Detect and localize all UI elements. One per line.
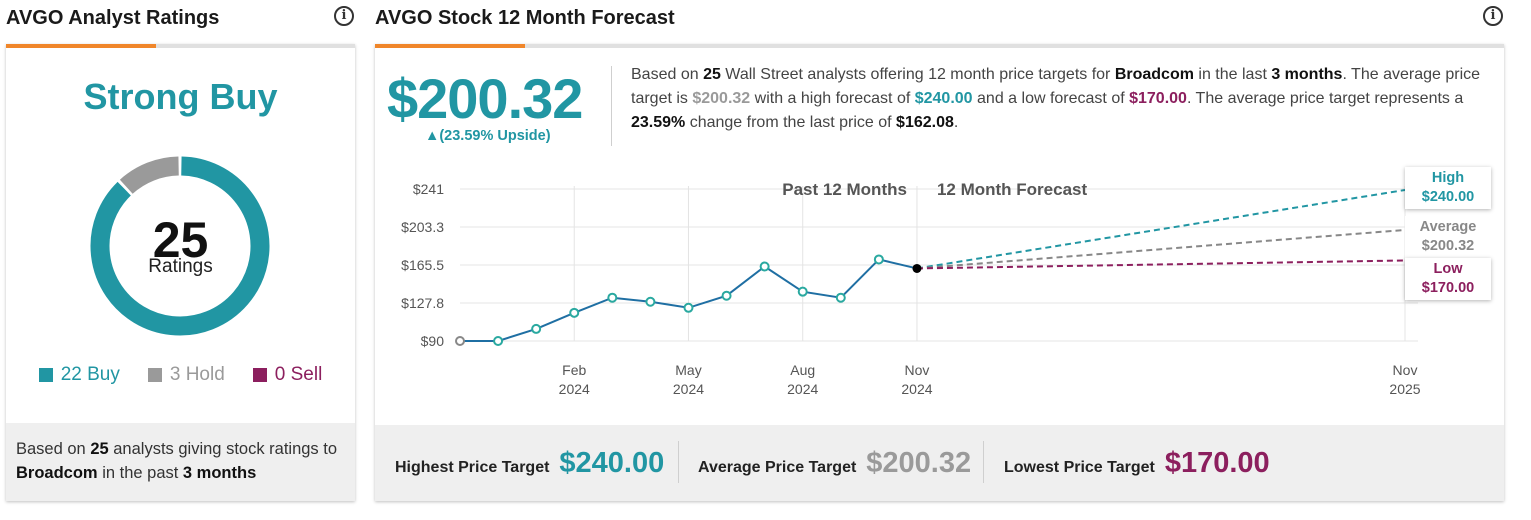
x-tick-month: May (675, 362, 701, 378)
average-price-target: $200.32 (387, 67, 583, 130)
high-target-tag: High $240.00 (1405, 167, 1491, 209)
lowest-price-target: Lowest Price Target $170.00 (1004, 447, 1270, 479)
forecast-line-average (916, 228, 1406, 270)
x-tick-year: 2025 (1389, 381, 1420, 397)
data-point[interactable] (645, 296, 656, 307)
low-tag-name: Low (1433, 261, 1463, 277)
data-point[interactable] (873, 254, 884, 265)
x-tick-year: 2024 (901, 381, 932, 397)
donut-segment-hold (119, 156, 180, 195)
y-tick-label: $203.3 (401, 219, 444, 235)
forecast-description: Based on 25 Wall Street analysts offerin… (631, 66, 1481, 131)
forecast-line-low (916, 259, 1406, 270)
ratings-card: Strong Buy 25 Ratings 22 Buy 3 Hold 0 Se… (6, 44, 355, 501)
x-tick-month: Aug (790, 362, 815, 378)
data-point[interactable] (607, 292, 618, 303)
ratings-footer: Based on 25 analysts giving stock rating… (6, 423, 355, 501)
legend-sell: 0 Sell (252, 364, 323, 386)
ratings-donut-chart (90, 156, 270, 336)
x-tick-month: Feb (562, 362, 586, 378)
high-tag-name: High (1431, 170, 1465, 186)
data-point[interactable] (835, 292, 846, 303)
y-tick-label: $90 (421, 333, 445, 349)
data-point[interactable] (912, 263, 922, 273)
average-price-target-summary: Average Price Target $200.32 (698, 447, 972, 479)
highest-price-target: Highest Price Target $240.00 (395, 447, 665, 479)
donut-segment-buy (90, 156, 270, 336)
ratings-count-label: Ratings (148, 256, 213, 277)
legend-hold-swatch (147, 368, 162, 382)
x-tick-year: 2024 (559, 381, 590, 397)
x-tick-year: 2024 (673, 381, 704, 397)
average-target-tag: Average $200.32 (1405, 216, 1491, 258)
high-tag-value: $240.00 (1421, 189, 1475, 205)
average-tag-value: $200.32 (1421, 238, 1475, 254)
data-point[interactable] (455, 336, 465, 346)
data-point[interactable] (683, 302, 694, 313)
data-point[interactable] (797, 286, 808, 297)
forecast-label: 12 Month Forecast (937, 180, 1088, 199)
legend-buy-swatch (38, 368, 53, 382)
consensus-rating: Strong Buy (83, 76, 278, 117)
legend-buy: 22 Buy (38, 364, 120, 386)
y-tick-label: $127.8 (401, 295, 444, 311)
price-target-summary: Highest Price Target $240.00 Average Pri… (375, 425, 1504, 501)
forecast-panel-title: AVGO Stock 12 Month Forecast (375, 7, 675, 29)
data-point[interactable] (721, 290, 732, 301)
legend-buy-label: 22 Buy (60, 364, 120, 385)
low-target-tag: Low $170.00 (1405, 258, 1491, 300)
ratings-count: 25 (152, 212, 209, 268)
past-12-months-label: Past 12 Months (782, 180, 907, 199)
data-point[interactable] (759, 261, 770, 272)
upside-percent: ▲(23.59% Upside) (425, 128, 551, 144)
data-point[interactable] (531, 323, 542, 334)
info-icon[interactable]: i (1483, 6, 1503, 26)
price-forecast-chart: $241 $203.3 $165.5 $127.8 $90 Feb 2024 May 2024 A… (401, 180, 1421, 397)
forecast-card: $200.32 ▲(23.59% Upside) Based on 25 Wal… (375, 44, 1504, 501)
info-icon[interactable]: i (334, 6, 354, 26)
legend-hold: 3 Hold (147, 364, 225, 386)
average-tag-name: Average (1419, 219, 1477, 235)
data-point[interactable] (493, 336, 504, 346)
low-tag-value: $170.00 (1421, 280, 1475, 296)
legend-sell-swatch (252, 368, 267, 382)
y-tick-label: $165.5 (401, 257, 444, 273)
legend-sell-label: 0 Sell (274, 364, 323, 385)
ratings-panel-title: AVGO Analyst Ratings (6, 7, 220, 29)
x-tick-month: Nov (1393, 362, 1418, 378)
legend-hold-label: 3 Hold (169, 364, 225, 385)
forecast-line-high (916, 189, 1406, 270)
data-point[interactable] (569, 307, 580, 318)
y-tick-label: $241 (413, 181, 444, 197)
x-tick-month: Nov (905, 362, 930, 378)
x-tick-year: 2024 (787, 381, 818, 397)
ratings-legend: 22 Buy 3 Hold 0 Sell (6, 364, 355, 386)
